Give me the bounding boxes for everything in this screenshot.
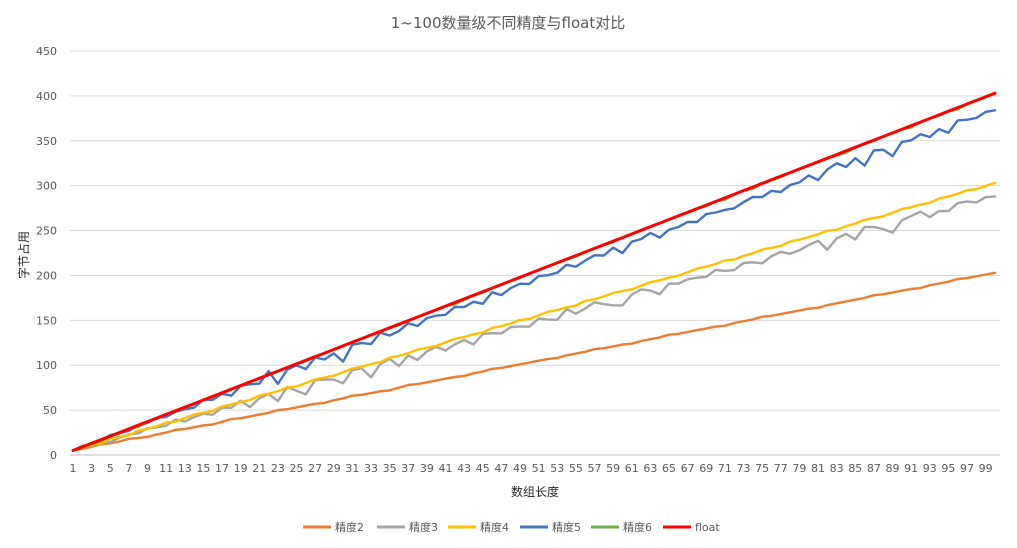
x-tick-label: 95 [941, 462, 955, 475]
x-tick-label: 79 [792, 462, 806, 475]
series-lines [71, 91, 997, 452]
y-axis: 0 50 100 150 200 250 300 350 400 450 [36, 45, 57, 462]
y-tick-label: 450 [36, 45, 57, 58]
x-tick-label: 93 [923, 462, 937, 475]
y-tick-label: 300 [36, 180, 57, 193]
x-tick-label: 43 [457, 462, 471, 475]
x-tick-label: 13 [178, 462, 192, 475]
x-tick-label: 47 [494, 462, 508, 475]
x-tick-label: 77 [774, 462, 788, 475]
x-tick-label: 75 [755, 462, 769, 475]
y-tick-label: 150 [36, 314, 57, 327]
x-tick-label: 57 [588, 462, 602, 475]
x-tick-label: 15 [196, 462, 210, 475]
x-tick-label: 1 [70, 462, 77, 475]
x-tick-label: 45 [476, 462, 490, 475]
x-tick-label: 89 [886, 462, 900, 475]
series-line-精度3 [71, 195, 997, 452]
x-tick-label: 81 [811, 462, 825, 475]
x-tick-label: 53 [550, 462, 564, 475]
x-tick-label: 69 [699, 462, 713, 475]
legend-label: 精度3 [409, 520, 438, 534]
y-tick-label: 350 [36, 135, 57, 148]
x-tick-label: 31 [345, 462, 359, 475]
legend-label: 精度4 [480, 520, 509, 534]
x-tick-label: 37 [401, 462, 415, 475]
y-tick-label: 200 [36, 269, 57, 282]
x-tick-label: 51 [532, 462, 546, 475]
x-tick-label: 33 [364, 462, 378, 475]
x-tick-label: 7 [125, 462, 132, 475]
x-tick-label: 25 [290, 462, 304, 475]
chart-title: 1~100数量级不同精度与float对比 [391, 14, 625, 32]
x-tick-label: 85 [848, 462, 862, 475]
x-tick-label: 65 [662, 462, 676, 475]
x-tick-label: 3 [88, 462, 95, 475]
legend-label: 精度2 [335, 520, 364, 534]
gridlines [70, 50, 1000, 411]
y-tick-label: 100 [36, 359, 57, 372]
y-tick-label: 400 [36, 90, 57, 103]
x-tick-label: 9 [144, 462, 151, 475]
series-line-精度5 [71, 109, 997, 452]
x-tick-label: 5 [107, 462, 114, 475]
y-tick-label: 250 [36, 225, 57, 238]
legend-label: 精度5 [552, 520, 581, 534]
x-axis-title: 数组长度 [511, 484, 559, 499]
x-tick-label: 67 [681, 462, 695, 475]
y-tick-label: 50 [43, 404, 57, 417]
legend-label: 精度6 [623, 520, 652, 534]
series-line-float [71, 91, 997, 452]
x-tick-label: 11 [159, 462, 173, 475]
x-tick-label: 71 [718, 462, 732, 475]
y-tick-label: 0 [50, 449, 57, 462]
x-tick-label: 19 [234, 462, 248, 475]
x-tick-label: 87 [867, 462, 881, 475]
legend: 精度2 精度3 精度4 精度5 精度6 float [303, 520, 720, 534]
x-axis: 1 3 5 7 9 11 13 15 17 19 21 23 25 27 29 31 33 35 37 39 41 43 4… [70, 454, 1000, 475]
x-tick-label: 41 [439, 462, 453, 475]
legend-label: float [695, 521, 720, 534]
x-tick-label: 99 [979, 462, 993, 475]
series-line-精度4 [71, 181, 997, 452]
x-tick-label: 63 [643, 462, 657, 475]
x-tick-label: 27 [308, 462, 322, 475]
x-tick-label: 83 [830, 462, 844, 475]
series-line-精度2 [71, 271, 997, 452]
x-tick-label: 29 [327, 462, 341, 475]
x-tick-label: 59 [606, 462, 620, 475]
x-tick-label: 61 [625, 462, 639, 475]
x-tick-label: 49 [513, 462, 527, 475]
x-tick-label: 39 [420, 462, 434, 475]
x-tick-label: 17 [215, 462, 229, 475]
y-axis-title: 字节占用 [16, 231, 31, 279]
x-tick-label: 55 [569, 462, 583, 475]
x-tick-label: 35 [383, 462, 397, 475]
x-tick-label: 91 [904, 462, 918, 475]
x-tick-label: 21 [252, 462, 266, 475]
x-tick-label: 97 [960, 462, 974, 475]
x-tick-label: 73 [737, 462, 751, 475]
x-tick-label: 23 [271, 462, 285, 475]
